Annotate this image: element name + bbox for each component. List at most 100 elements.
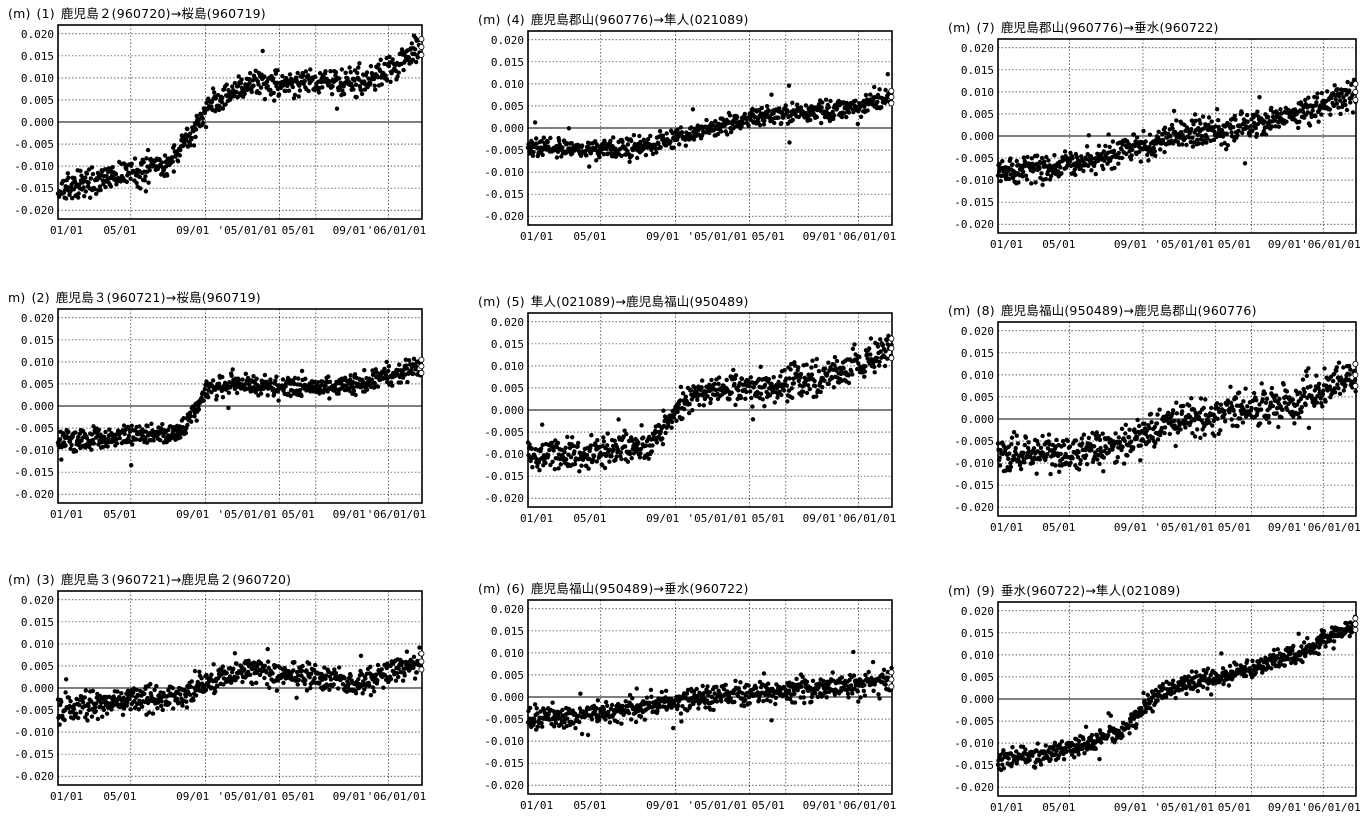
data-point bbox=[767, 377, 771, 381]
data-points bbox=[526, 650, 894, 738]
latest-point bbox=[889, 684, 894, 689]
data-point bbox=[665, 131, 669, 135]
station-pair: 鹿児島郡山(960776)→垂水(960722) bbox=[1001, 20, 1219, 35]
data-point bbox=[603, 466, 607, 470]
data-point bbox=[63, 443, 67, 447]
data-point bbox=[639, 715, 643, 719]
data-point bbox=[235, 391, 239, 395]
data-point bbox=[151, 711, 155, 715]
x-tick-label: 05/01 bbox=[282, 508, 315, 521]
data-point bbox=[725, 132, 729, 136]
y-tick-label: 0.010 bbox=[961, 369, 994, 382]
data-point bbox=[395, 74, 399, 78]
data-point bbox=[644, 153, 648, 157]
latest-point bbox=[1353, 89, 1358, 94]
latest-point bbox=[889, 101, 894, 106]
data-point bbox=[234, 90, 238, 94]
data-point bbox=[608, 720, 612, 724]
data-point bbox=[172, 143, 176, 147]
data-point bbox=[359, 654, 363, 658]
scatter-plot: 0.0200.0150.0100.0050.000-0.005-0.010-0.… bbox=[0, 23, 430, 253]
data-point bbox=[85, 171, 89, 175]
data-point bbox=[832, 113, 836, 117]
y-tick-label: -0.010 bbox=[14, 160, 54, 173]
data-point bbox=[342, 676, 346, 680]
data-point bbox=[115, 441, 119, 445]
y-tick-label: 0.015 bbox=[21, 334, 54, 347]
unit-label: m) bbox=[8, 290, 25, 305]
data-point bbox=[275, 68, 279, 72]
data-point bbox=[129, 463, 133, 467]
data-point bbox=[84, 688, 88, 692]
data-point bbox=[877, 696, 881, 700]
data-point bbox=[89, 176, 93, 180]
data-point bbox=[86, 180, 90, 184]
data-point bbox=[717, 375, 721, 379]
data-point bbox=[146, 181, 150, 185]
data-point bbox=[250, 90, 254, 94]
data-point bbox=[534, 136, 538, 140]
data-point bbox=[875, 100, 879, 104]
data-point bbox=[385, 360, 389, 364]
data-point bbox=[401, 68, 405, 72]
data-point bbox=[586, 733, 590, 737]
data-point bbox=[533, 120, 537, 124]
data-point bbox=[844, 115, 848, 119]
data-point bbox=[230, 84, 234, 88]
data-point bbox=[375, 678, 379, 682]
data-point bbox=[248, 673, 252, 677]
data-point bbox=[1153, 149, 1157, 153]
unit-label: (m) bbox=[478, 12, 501, 27]
data-point bbox=[547, 448, 551, 452]
data-point bbox=[792, 692, 796, 696]
data-point bbox=[64, 677, 68, 681]
data-point bbox=[1233, 118, 1237, 122]
data-point bbox=[189, 420, 193, 424]
data-point bbox=[1025, 155, 1029, 159]
data-point bbox=[359, 88, 363, 92]
data-point bbox=[542, 136, 546, 140]
data-point bbox=[564, 457, 568, 461]
data-point bbox=[1190, 136, 1194, 140]
data-point bbox=[846, 695, 850, 699]
data-point bbox=[202, 399, 206, 403]
data-point bbox=[585, 453, 589, 457]
data-point bbox=[823, 367, 827, 371]
data-point bbox=[277, 92, 281, 96]
data-point bbox=[77, 191, 81, 195]
data-point bbox=[103, 185, 107, 189]
data-point bbox=[679, 711, 683, 715]
data-point bbox=[372, 77, 376, 81]
data-point bbox=[365, 388, 369, 392]
data-point bbox=[368, 81, 372, 85]
y-tick-label: 0.020 bbox=[961, 325, 994, 338]
data-point bbox=[69, 443, 73, 447]
data-point bbox=[1111, 139, 1115, 143]
data-point bbox=[578, 692, 582, 696]
data-point bbox=[595, 459, 599, 463]
x-tick-label: 05/01 bbox=[1042, 238, 1075, 251]
y-tick-label: 0.020 bbox=[961, 42, 994, 55]
data-point bbox=[570, 435, 574, 439]
data-point bbox=[540, 423, 544, 427]
data-point bbox=[799, 105, 803, 109]
data-point bbox=[293, 93, 297, 97]
x-tick-label: 01/01 bbox=[520, 512, 553, 525]
data-point bbox=[272, 91, 276, 95]
data-point bbox=[266, 393, 270, 397]
data-point bbox=[76, 195, 80, 199]
data-point bbox=[291, 85, 295, 89]
data-point bbox=[877, 363, 881, 367]
data-point bbox=[147, 710, 151, 714]
data-point bbox=[397, 363, 401, 367]
data-point bbox=[280, 74, 284, 78]
data-point bbox=[220, 375, 224, 379]
data-point bbox=[590, 717, 594, 721]
data-point bbox=[639, 423, 643, 427]
data-point bbox=[94, 709, 98, 713]
data-point bbox=[553, 467, 557, 471]
data-point bbox=[573, 726, 577, 730]
data-point bbox=[1168, 134, 1172, 138]
